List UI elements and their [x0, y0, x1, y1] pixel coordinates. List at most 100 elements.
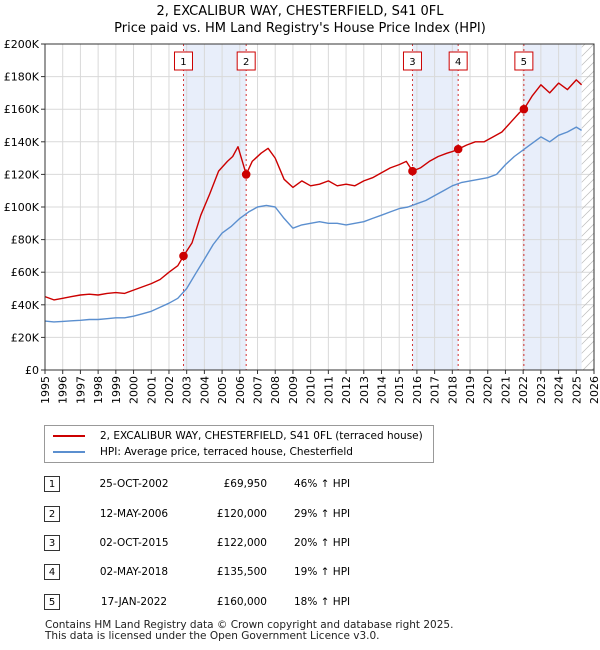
table-row: 3 02-OCT-2015 £122,000 20% ↑ HPI	[44, 533, 464, 553]
x-tick-label: 1995	[39, 376, 52, 404]
x-tick-label: 2004	[198, 376, 211, 404]
y-tick-label: £160K	[4, 103, 40, 116]
series-line-hpi	[44, 126, 582, 323]
legend-swatch-property	[53, 435, 85, 437]
hatch-line	[581, 286, 594, 300]
sale-hpi-change: 20% ↑ HPI	[294, 537, 351, 549]
sale-price: £69,950	[223, 478, 267, 490]
hatch-line	[581, 79, 594, 93]
sale-marker-label-2: 2	[243, 57, 249, 68]
y-tick-label: £80K	[11, 234, 40, 247]
series-line-property	[44, 79, 583, 301]
hatch-line	[581, 259, 594, 273]
x-tick-label: 2023	[535, 376, 548, 404]
sale-number: 1	[44, 476, 60, 492]
hatch-line	[582, 17, 594, 29]
hatch-line	[582, 0, 594, 11]
sale-hpi-change: 19% ↑ HPI	[294, 566, 351, 578]
footer-line-2: This data is licensed under the Open Gov…	[45, 630, 380, 642]
hatch-line	[581, 187, 594, 201]
x-tick-label: 1998	[92, 376, 105, 404]
hatch-line	[581, 313, 594, 327]
x-tick-label: 2021	[499, 376, 512, 404]
sale-number: 4	[44, 564, 60, 580]
x-tick-label: 2001	[145, 376, 158, 404]
sale-price: £120,000	[216, 508, 267, 520]
hatch-line	[581, 61, 594, 75]
y-tick-label: £120K	[4, 168, 40, 181]
hatch-line	[581, 70, 594, 84]
sale-point-1	[179, 251, 188, 261]
hatch-line	[581, 178, 594, 192]
table-row: 1 25-OCT-2002 £69,950 46% ↑ HPI	[44, 474, 464, 494]
hatch-line	[581, 88, 594, 102]
x-tick-label: 2022	[517, 376, 530, 404]
sale-marker-label-4: 4	[455, 57, 461, 68]
table-row: 2 12-MAY-2006 £120,000 29% ↑ HPI	[44, 504, 464, 524]
sale-date: 02-OCT-2015	[99, 537, 169, 549]
hatch-line	[581, 223, 594, 237]
sale-marker-box-2	[236, 51, 256, 71]
x-tick-label: 2017	[429, 376, 442, 404]
x-tick-label: 2014	[375, 376, 388, 404]
legend-label-property: 2, EXCALIBUR WAY, CHESTERFIELD, S41 0FL …	[100, 430, 423, 442]
legend: 2, EXCALIBUR WAY, CHESTERFIELD, S41 0FL …	[44, 425, 434, 463]
x-tick-label: 2019	[464, 376, 477, 404]
hatch-line	[581, 124, 594, 138]
hatch-line	[581, 97, 594, 111]
sale-hpi-change: 46% ↑ HPI	[294, 478, 351, 490]
hatch-line	[581, 205, 594, 219]
x-tick-label: 2008	[269, 376, 282, 404]
hatch-line	[581, 142, 594, 156]
hatch-line	[582, 358, 594, 370]
hatch-line	[581, 151, 594, 165]
sale-point-5	[519, 104, 529, 114]
x-tick-label: 2003	[181, 376, 194, 404]
hatch-line	[581, 44, 586, 48]
hatch-line	[581, 52, 594, 66]
sale-date: 02-MAY-2018	[99, 566, 169, 578]
footer-line-1: Contains HM Land Registry data © Crown c…	[45, 619, 454, 631]
legend-swatch-hpi	[53, 451, 85, 453]
legend-label-hpi: HPI: Average price, terraced house, Ches…	[100, 446, 353, 458]
hatch-line	[581, 331, 594, 345]
sale-point-2	[241, 170, 251, 179]
x-tick-label: 1997	[74, 376, 87, 404]
hatch-line	[581, 115, 594, 129]
x-tick-label: 2025	[570, 376, 583, 404]
hatch-line	[581, 304, 594, 318]
sale-number: 2	[44, 506, 60, 522]
hatch-line	[581, 133, 594, 147]
x-tick-label: 1996	[57, 376, 70, 404]
x-tick-label: 2015	[393, 376, 406, 404]
sale-marker-box-3	[402, 51, 422, 71]
hatch-line	[581, 277, 594, 291]
hatch-line	[581, 250, 594, 264]
hatch-line	[582, 8, 594, 20]
sale-number: 3	[44, 535, 60, 551]
x-tick-label: 2018	[446, 376, 459, 404]
x-tick-label: 2005	[216, 376, 229, 404]
hatch-line	[581, 349, 594, 363]
hatch-line	[581, 322, 594, 336]
y-tick-label: £20K	[11, 331, 40, 344]
y-tick-label: £0	[25, 364, 39, 377]
hatch-line	[581, 241, 594, 255]
table-row: 5 17-JAN-2022 £160,000 18% ↑ HPI	[44, 592, 464, 612]
hatch-line	[581, 295, 594, 309]
sale-point-3	[408, 166, 417, 176]
hatch-line	[581, 340, 594, 354]
sale-price: £122,000	[216, 537, 267, 549]
sale-price: £135,500	[216, 566, 267, 578]
hatch-line	[581, 232, 594, 246]
x-tick-label: 2007	[252, 376, 265, 404]
hatch-line	[581, 44, 594, 57]
sale-hpi-change: 29% ↑ HPI	[294, 508, 351, 520]
y-tick-label: £200K	[4, 38, 40, 51]
x-tick-label: 1999	[110, 376, 123, 404]
y-tick-label: £140K	[4, 136, 40, 149]
sale-marker-label-3: 3	[409, 57, 415, 68]
sale-price: £160,000	[216, 596, 267, 608]
y-tick-label: £100K	[4, 201, 40, 214]
sale-date: 12-MAY-2006	[99, 508, 169, 520]
